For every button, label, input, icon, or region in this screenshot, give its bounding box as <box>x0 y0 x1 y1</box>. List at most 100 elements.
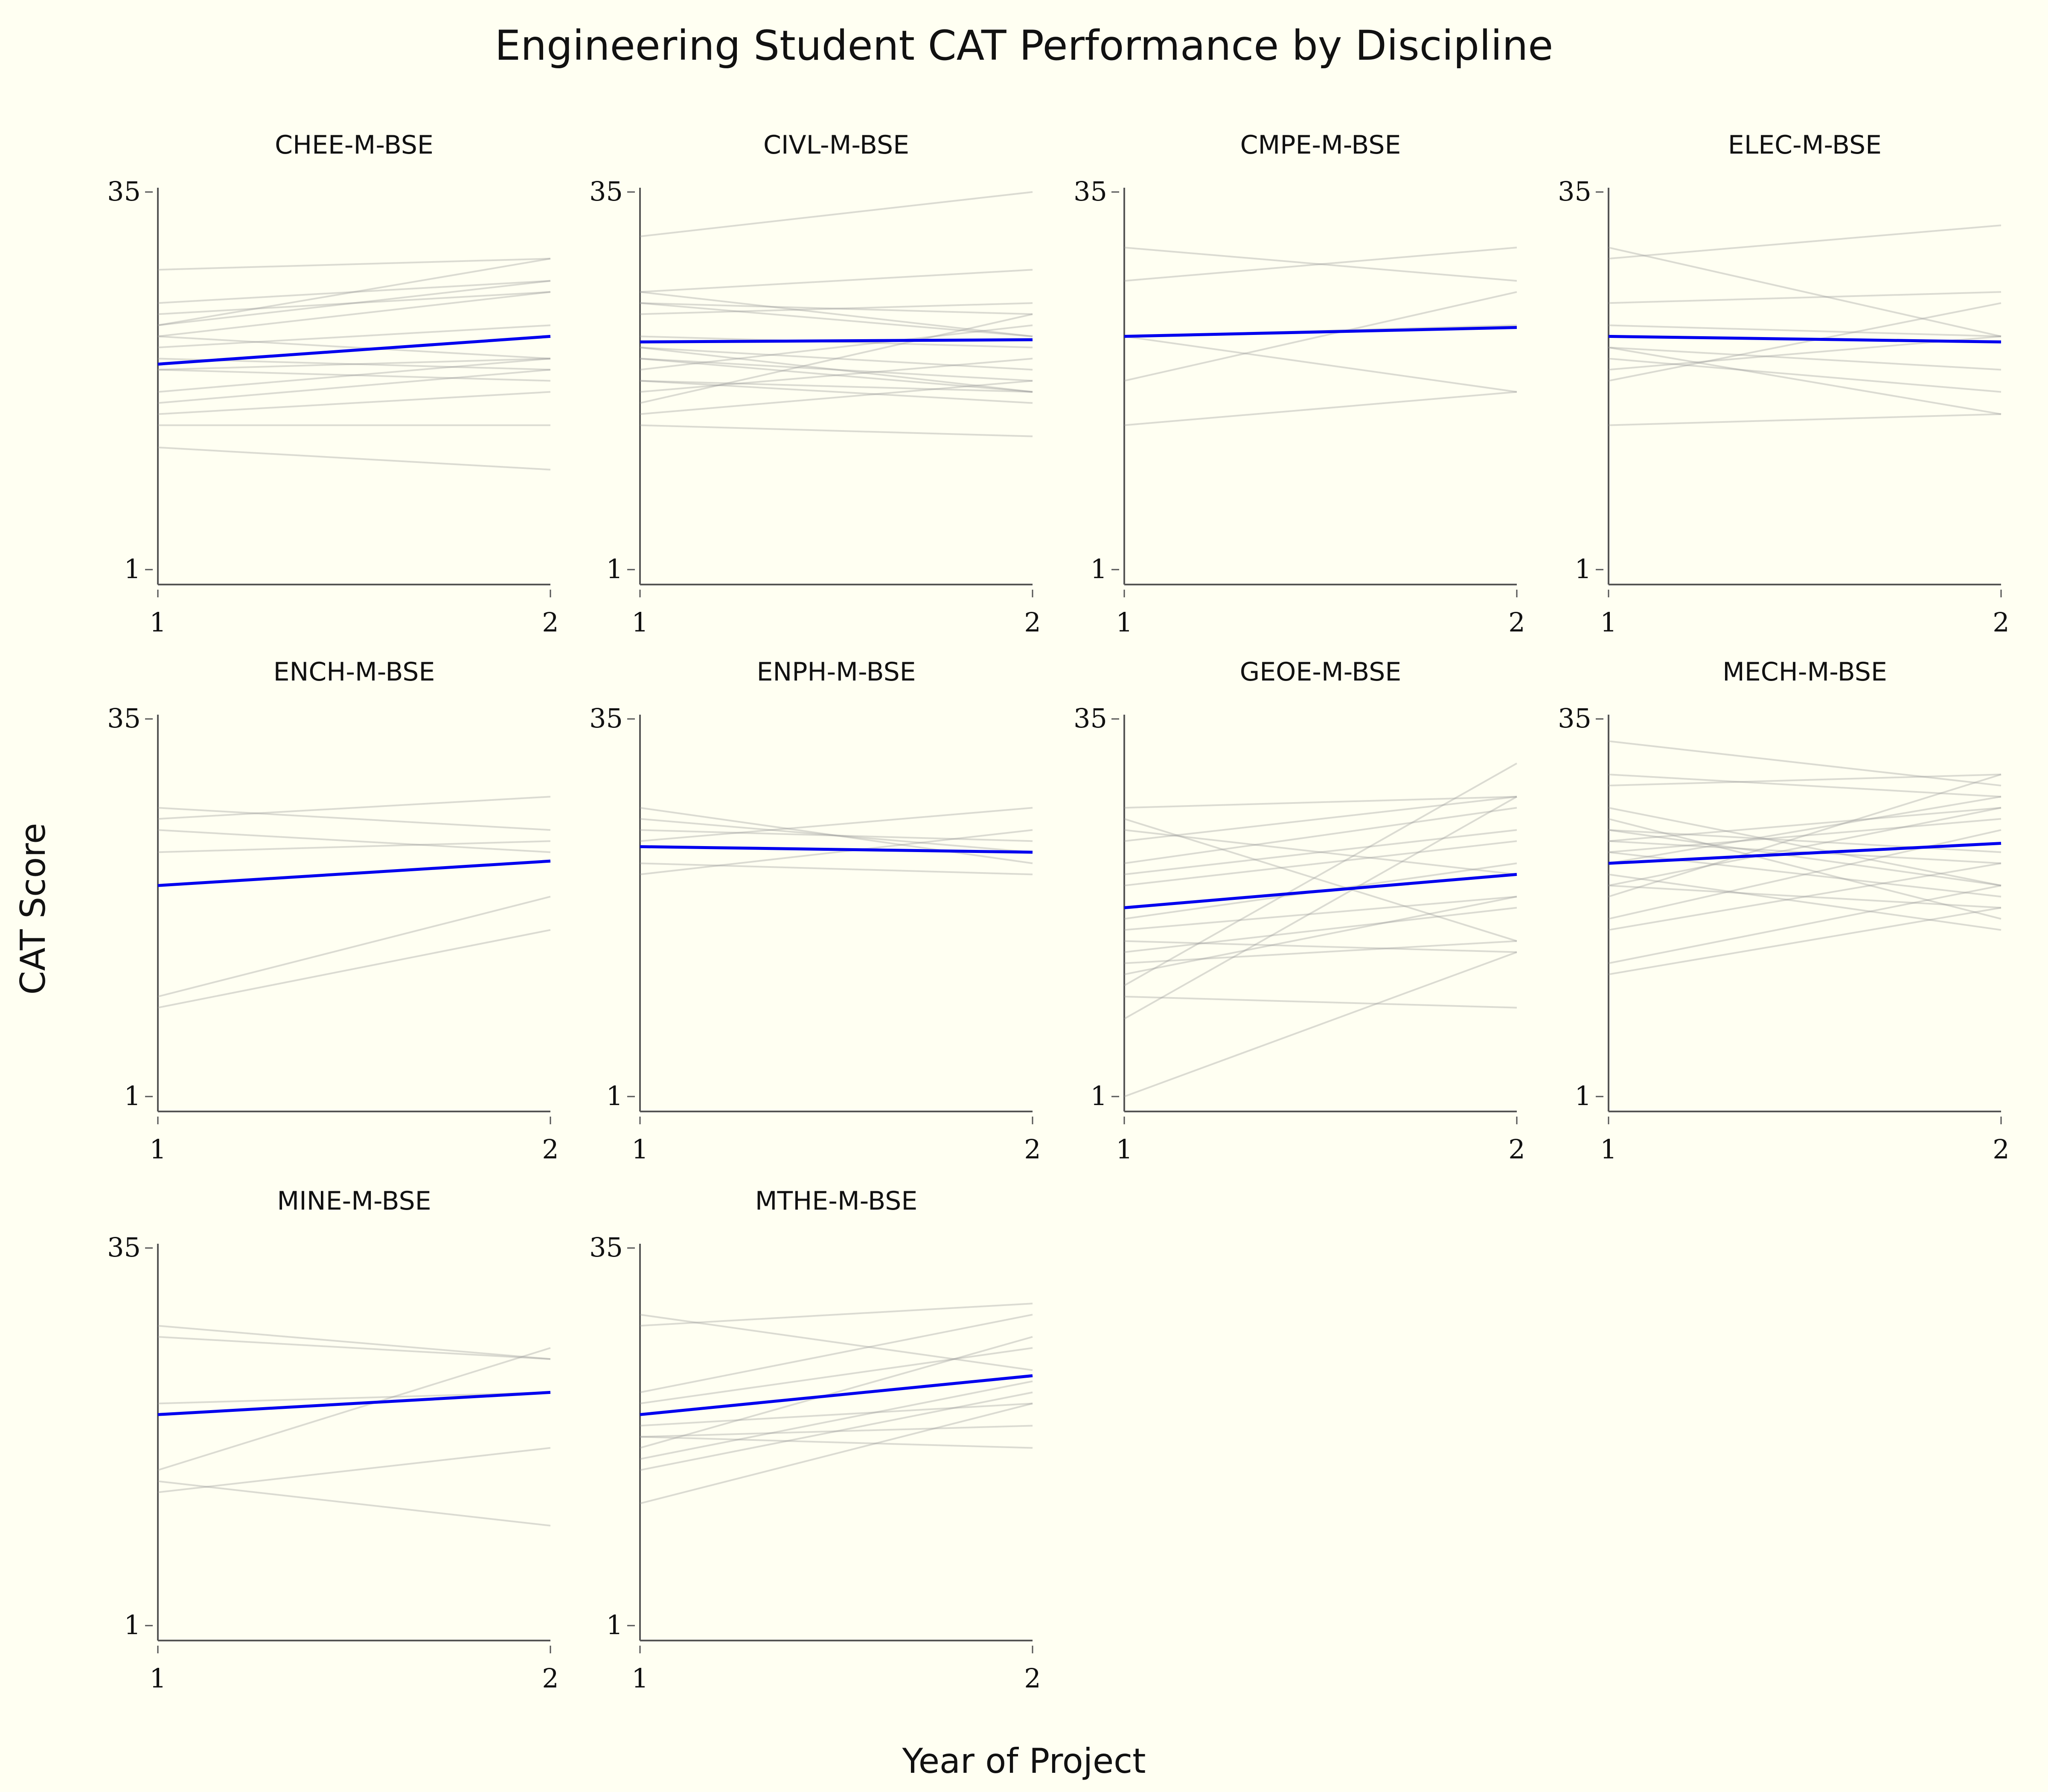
student-line <box>1608 862 2001 931</box>
student-line <box>1124 291 1517 382</box>
student-line <box>1124 896 1517 931</box>
chart-title: Engineering Student CAT Performance by D… <box>495 22 1553 70</box>
student-line <box>1124 762 1517 986</box>
facet-title: ENCH-M-BSE <box>273 657 435 687</box>
student-line <box>157 280 551 326</box>
y-tick-label: 1 <box>1091 1080 1107 1111</box>
student-line <box>640 302 1033 315</box>
student-line <box>640 1314 1033 1371</box>
student-line <box>640 313 1033 404</box>
facet-enph-m-bse: ENPH-M-BSE 1 35 1 2 <box>589 657 1041 1165</box>
student-line <box>1124 807 1517 864</box>
x-tick-label: 2 <box>1024 1663 1041 1694</box>
student-line <box>640 829 1033 876</box>
y-tick-label: 35 <box>1073 176 1107 207</box>
student-line <box>157 1391 551 1405</box>
y-tick-label: 1 <box>124 1609 141 1641</box>
student-line <box>1608 907 2001 975</box>
facet-title: MTHE-M-BSE <box>755 1186 917 1216</box>
student-line <box>157 929 551 1009</box>
student-line <box>640 191 1033 238</box>
mean-line <box>157 335 551 366</box>
student-line <box>1124 796 1517 1020</box>
student-line <box>640 1425 1033 1438</box>
x-tick-label: 2 <box>1508 607 1525 638</box>
y-tick-label: 35 <box>589 1232 623 1263</box>
x-tick-label: 1 <box>149 1134 166 1165</box>
x-tick-label: 1 <box>1600 1134 1617 1165</box>
x-tick-label: 1 <box>631 1134 648 1165</box>
student-line <box>640 424 1033 437</box>
y-tick-label: 1 <box>124 1080 141 1111</box>
student-line <box>640 1436 1033 1449</box>
student-line <box>640 1303 1033 1327</box>
student-line <box>640 269 1033 293</box>
student-line <box>640 302 1033 337</box>
student-line <box>1608 873 2001 931</box>
student-line <box>1608 774 2001 798</box>
x-tick-label: 2 <box>542 607 559 638</box>
y-tick-label: 35 <box>107 176 141 207</box>
student-line <box>1608 796 2001 864</box>
student-line <box>1124 940 1517 953</box>
x-axis-title: Year of Project <box>902 1741 1146 1781</box>
student-line <box>1608 829 2001 887</box>
student-line <box>157 796 551 820</box>
student-line <box>640 346 1033 371</box>
facet-title: MECH-M-BSE <box>1722 657 1887 687</box>
x-tick-label: 2 <box>1024 607 1041 638</box>
student-line <box>1124 907 1517 953</box>
student-line <box>1608 224 2001 260</box>
student-line <box>1608 774 2001 787</box>
y-tick-label: 35 <box>1558 176 1591 207</box>
student-line <box>640 358 1033 393</box>
student-line <box>1124 391 1517 426</box>
student-line <box>640 380 1033 415</box>
student-line <box>1608 884 2001 964</box>
x-tick-label: 1 <box>631 1663 648 1694</box>
facet-cmpe-m-bse: CMPE-M-BSE 1 35 1 2 <box>1073 130 1525 638</box>
x-tick-label: 1 <box>149 1663 166 1694</box>
y-tick-label: 1 <box>606 1080 623 1111</box>
mean-line <box>640 338 1033 343</box>
x-tick-label: 1 <box>149 607 166 638</box>
student-line <box>1608 413 2001 426</box>
x-tick-label: 2 <box>542 1134 559 1165</box>
student-line <box>157 391 551 415</box>
mean-line <box>1608 842 2001 865</box>
student-line <box>640 346 1033 393</box>
x-tick-label: 2 <box>1024 1134 1041 1165</box>
student-line <box>1124 840 1517 887</box>
student-line <box>640 380 1033 393</box>
student-line <box>1608 291 2001 304</box>
mean-line <box>640 845 1033 854</box>
student-line <box>157 280 551 304</box>
y-tick-label: 1 <box>1091 553 1107 585</box>
student-line <box>1608 829 2001 920</box>
student-line <box>1124 796 1517 809</box>
y-tick-label: 35 <box>589 703 623 734</box>
student-line <box>640 829 1033 842</box>
facet-mech-m-bse: MECH-M-BSE 1 35 1 2 <box>1558 657 2010 1165</box>
y-tick-label: 1 <box>124 553 141 585</box>
student-line <box>157 258 551 271</box>
student-line <box>1608 884 2001 909</box>
facet-title: CIVL-M-BSE <box>763 130 909 160</box>
student-line <box>640 818 1033 853</box>
y-tick-label: 1 <box>606 553 623 585</box>
student-line <box>1124 247 1517 282</box>
y-tick-label: 1 <box>1575 1080 1591 1111</box>
student-line <box>1124 940 1517 964</box>
student-line <box>640 807 1033 842</box>
x-tick-label: 1 <box>1116 607 1132 638</box>
student-line <box>157 369 551 404</box>
facet-title: MINE-M-BSE <box>277 1186 431 1216</box>
student-line <box>1608 807 2001 887</box>
mean-line <box>1124 326 1517 338</box>
student-line <box>1124 796 1517 842</box>
y-tick-label: 35 <box>589 176 623 207</box>
student-line <box>640 1347 1033 1405</box>
student-line <box>157 1336 551 1360</box>
